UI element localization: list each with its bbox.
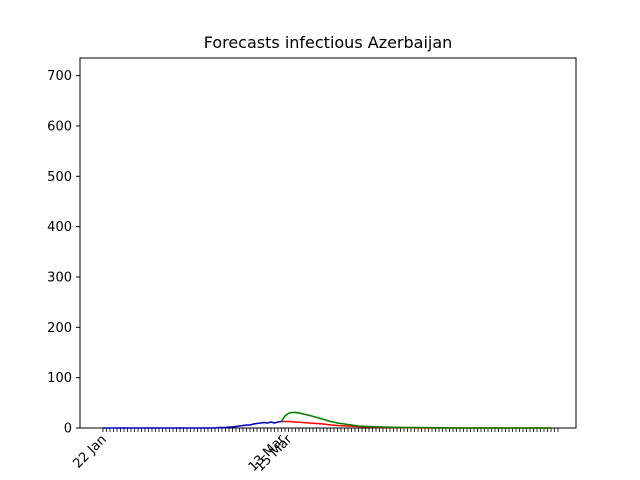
y-axis: 0 100 200 300 400 500 600 700 (47, 69, 80, 437)
y-tick-label: 600 (47, 119, 72, 134)
chart-title: Forecasts infectious Azerbaijan (204, 33, 453, 52)
y-tick-label: 200 (47, 321, 72, 336)
y-tick-label: 700 (47, 69, 72, 84)
series-group (103, 411, 551, 429)
series-line-0 (103, 420, 282, 429)
series-line-2 (280, 411, 551, 429)
y-tick-label: 500 (47, 170, 72, 185)
y-tick-label: 0 (64, 422, 72, 437)
plot-area (79, 57, 577, 429)
x-tick-label: 22 Jan (70, 432, 109, 471)
y-tick-label: 400 (47, 220, 72, 235)
y-tick-label: 300 (47, 270, 72, 285)
y-tick-label: 100 (47, 371, 72, 386)
